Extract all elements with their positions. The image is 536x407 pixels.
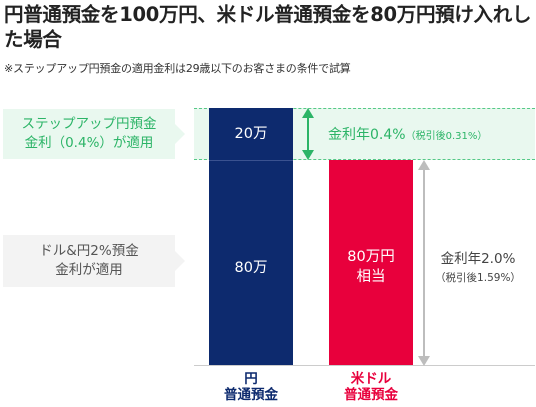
dual-double-arrow [418, 160, 430, 366]
dual-after-tax: （税引後1.59%） [435, 272, 521, 284]
x-label-usd-line2: 普通預金 [344, 387, 398, 403]
stepup-double-arrow [302, 108, 314, 160]
x-label-yen-line1: 円 [244, 371, 258, 387]
x-label-usd-line1: 米ドル [350, 371, 392, 387]
yen-80-label: 80万 [234, 260, 268, 276]
x-label-usd: 米ドル 普通預金 [311, 371, 431, 403]
dual-rate-annotation: 金利年2.0% （税引後1.59%） [432, 250, 524, 288]
stepup-rate: 金利年0.4% [328, 127, 406, 143]
dual-label-line1: ドル&円2%預金 [39, 243, 139, 259]
x-label-yen-line2: 普通預金 [224, 387, 278, 403]
yen-20-label: 20万 [234, 126, 268, 142]
footnote: ※ステップアップ円預金の適用金利は29歳以下のお客さまの条件で試算 [4, 62, 351, 75]
dual-label-line2: 金利が適用 [55, 262, 123, 278]
stepup-label-line2: 金利（0.4%）が適用 [24, 135, 154, 151]
x-label-yen: 円 普通預金 [191, 371, 311, 403]
stepup-label-pointer [175, 124, 185, 144]
yen-bar-segment-20 [209, 108, 293, 160]
stepup-rate-annotation: 金利年0.4%（税引後0.31%） [328, 124, 487, 144]
stepup-after-tax: （税引後0.31%） [405, 131, 488, 142]
yen-bar-segment-80 [209, 160, 293, 365]
usd-bar-segment-80 [329, 160, 413, 365]
page-title: 円普通預金を100万円、米ドル普通預金を80万円預け入れした場合 [4, 3, 532, 51]
usd-80-label: 80万円 相当 [347, 249, 395, 285]
stepup-label-line1: ステップアップ円預金 [21, 116, 157, 132]
baseline [194, 365, 535, 366]
dual-rate: 金利年2.0% [440, 251, 516, 267]
stepup-label: ステップアップ円預金 金利（0.4%）が適用 [3, 109, 175, 159]
dual-label: ドル&円2%預金 金利が適用 [3, 235, 175, 287]
dual-label-pointer [175, 251, 185, 271]
